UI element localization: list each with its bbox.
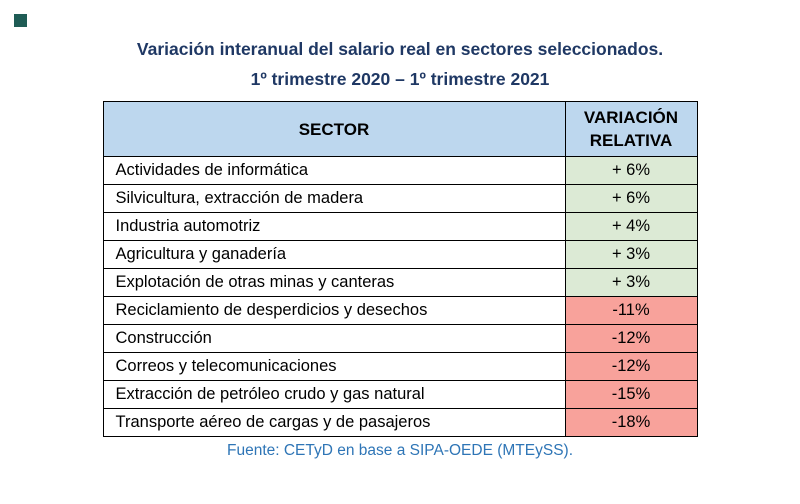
variation-value: + 3% (564, 240, 698, 269)
table-row: Extracción de petróleo crudo y gas natur… (102, 380, 698, 409)
page-title-line1: Variación interanual del salario real en… (136, 39, 664, 59)
variation-value: + 6% (564, 156, 698, 185)
table-row: Explotación de otras minas y canteras + … (102, 268, 698, 297)
sector-name: Transporte aéreo de cargas y de pasajero… (102, 408, 566, 437)
table-row: Industria automotriz + 4% (102, 212, 698, 241)
source-caption: Fuente: CETyD en base a SIPA-OEDE (MTEyS… (227, 442, 573, 459)
table-header-row: SECTOR VARIACIÓN RELATIVA (102, 101, 698, 157)
column-header-sector: SECTOR (102, 101, 566, 157)
sector-name: Industria automotriz (102, 212, 566, 241)
variation-value: -12% (564, 324, 698, 353)
column-header-variation: VARIACIÓN RELATIVA (564, 101, 698, 157)
variation-value: + 6% (564, 184, 698, 213)
sector-name: Reciclamiento de desperdicios y desechos (102, 296, 566, 325)
table-row: Agricultura y ganadería + 3% (102, 240, 698, 269)
sector-name: Correos y telecomunicaciones (102, 352, 566, 381)
table-row: Transporte aéreo de cargas y de pasajero… (102, 408, 698, 437)
variation-value: -15% (564, 380, 698, 409)
table-row: Silvicultura, extracción de madera + 6% (102, 184, 698, 213)
sector-name: Agricultura y ganadería (102, 240, 566, 269)
variation-value: -18% (564, 408, 698, 437)
page-title-line2: 1º trimestre 2020 – 1º trimestre 2021 (250, 69, 550, 89)
corner-mark (14, 14, 27, 27)
variation-value: + 3% (564, 268, 698, 297)
page-title: Variación interanual del salario real en… (0, 0, 800, 94)
variation-value: + 4% (564, 212, 698, 241)
sector-name: Extracción de petróleo crudo y gas natur… (102, 380, 566, 409)
table-row: Reciclamiento de desperdicios y desechos… (102, 296, 698, 325)
variation-value: -12% (564, 352, 698, 381)
sector-name: Silvicultura, extracción de madera (102, 184, 566, 213)
variation-value: -11% (564, 296, 698, 325)
salary-variation-table: SECTOR VARIACIÓN RELATIVA Actividades de… (102, 101, 698, 437)
table-row: Correos y telecomunicaciones -12% (102, 352, 698, 381)
sector-name: Explotación de otras minas y canteras (102, 268, 566, 297)
table-row: Construcción -12% (102, 324, 698, 353)
sector-name: Construcción (102, 324, 566, 353)
sector-name: Actividades de informática (102, 156, 566, 185)
table-row: Actividades de informática + 6% (102, 156, 698, 185)
